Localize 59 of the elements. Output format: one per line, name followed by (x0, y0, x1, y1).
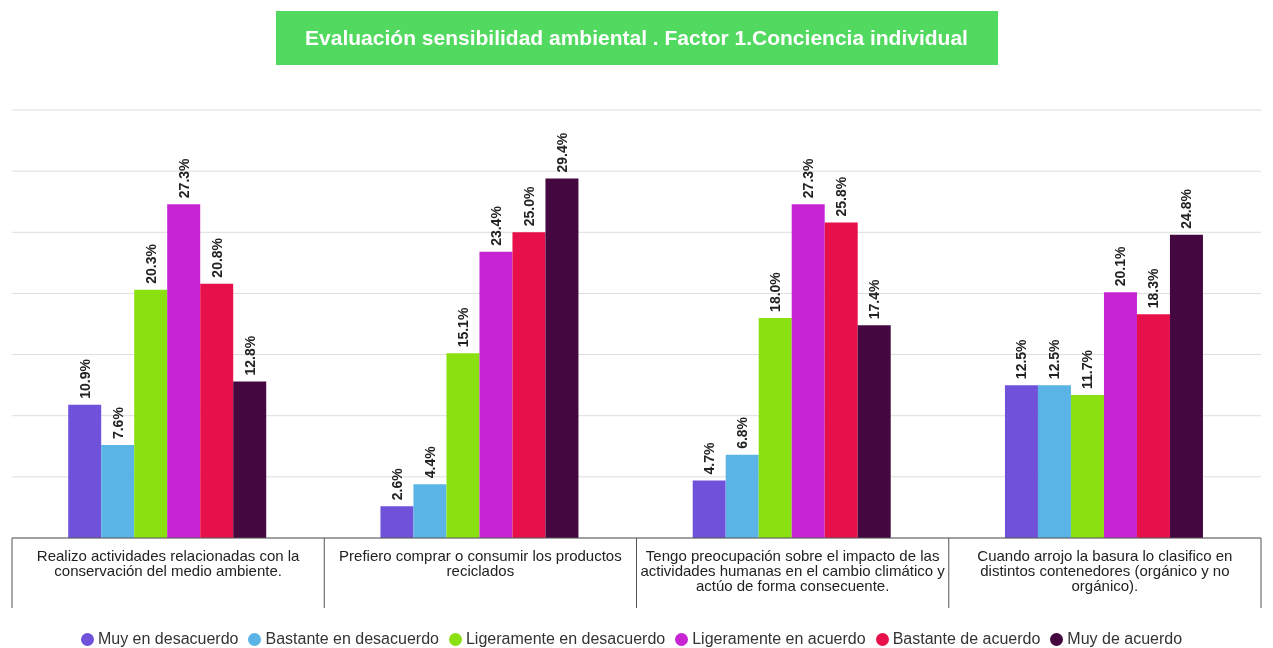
bar (1169, 234, 1203, 538)
data-label: 17.4% (866, 278, 883, 320)
bar (101, 445, 135, 538)
data-label: 18.0% (767, 271, 784, 312)
data-label: 4.7% (701, 442, 718, 475)
bar (512, 232, 546, 538)
data-label: 24.8% (1178, 188, 1195, 229)
bar (1070, 394, 1104, 538)
bar (479, 251, 513, 538)
bar (134, 289, 168, 538)
bar (1136, 314, 1170, 538)
data-label: 12.5% (1046, 338, 1063, 380)
bar (725, 454, 759, 538)
legend-label: Bastante en desacuerdo (265, 630, 439, 647)
bar (200, 283, 234, 538)
data-label: 20.8% (208, 237, 225, 278)
bar (167, 204, 201, 538)
bar (545, 178, 579, 538)
x-tick-label: Realizo actividades relacionadas con la conservación del medio ambiente. (36, 546, 301, 579)
data-label: 11.7% (1079, 349, 1096, 389)
bar (692, 480, 726, 538)
data-label: 2.6% (388, 467, 405, 501)
bar (68, 404, 102, 538)
data-label: 25.0% (520, 186, 537, 227)
legend-label: Muy en desacuerdo (97, 630, 239, 647)
data-label: 18.3% (1145, 267, 1162, 309)
bar (824, 222, 858, 538)
x-tick-label: Cuando arrojo la basura lo clasifico en distintos contenedores (orgánico y no orgánico). (977, 546, 1233, 594)
bar (1004, 385, 1038, 538)
bar (758, 317, 792, 538)
bar (791, 204, 825, 538)
data-label: 27.3% (175, 157, 192, 199)
data-label: 4.4% (421, 445, 438, 479)
x-tick-label: Tengo preocupación sobre el impacto de las actividades humanas en el cambio climático y actúo de forma consecuente. (640, 546, 946, 594)
data-label: 10.9% (76, 358, 93, 399)
legend-label: Muy de acuerdo (1067, 630, 1183, 647)
bar (1037, 385, 1071, 538)
data-label: 23.4% (487, 205, 504, 246)
bar (233, 381, 267, 538)
data-label: 20.1% (1112, 245, 1129, 287)
x-tick-label: Prefiero comprar o consumir los productos reciclados (339, 546, 622, 579)
data-label: 7.6% (109, 406, 126, 440)
data-label: 20.3% (142, 243, 159, 284)
data-label: 12.8% (241, 335, 258, 376)
chart-title: Evaluación sensibilidad ambiental . Factor 1.Conciencia individual (275, 11, 998, 65)
legend-label: Ligeramente en desacuerdo (465, 630, 666, 647)
data-label: 12.5% (1013, 338, 1030, 380)
data-label: 6.8% (734, 416, 751, 449)
data-label: 25.8% (833, 176, 850, 217)
legend-label: Bastante de acuerdo (892, 630, 1041, 647)
data-label: 15.1% (454, 307, 471, 348)
bar (380, 506, 414, 538)
bar (413, 484, 447, 538)
bar (857, 325, 891, 538)
bar (1103, 292, 1137, 538)
data-label: 27.3% (800, 157, 817, 199)
legend-label: Ligeramente en acuerdo (692, 630, 866, 647)
bar (446, 353, 480, 538)
data-label: 29.4% (553, 132, 570, 173)
